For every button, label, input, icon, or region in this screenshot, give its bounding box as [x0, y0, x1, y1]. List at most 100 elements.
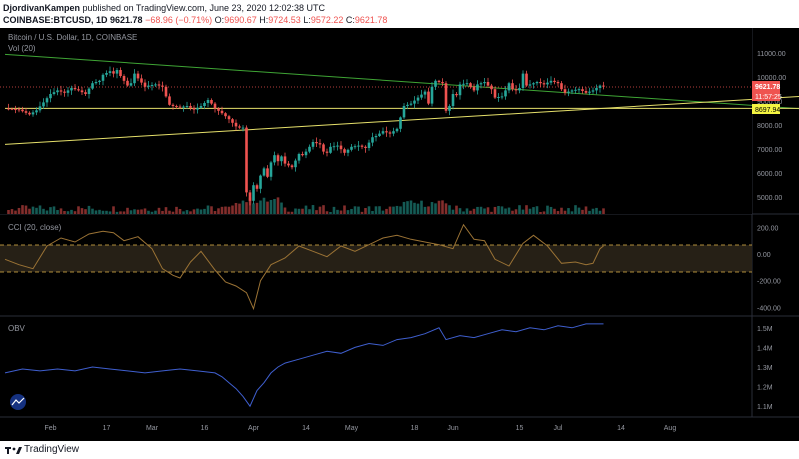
candle-body [287, 163, 290, 166]
volume-bar [479, 206, 483, 214]
volume-bar [339, 210, 343, 214]
volume-bar [409, 200, 413, 214]
volume-bar [553, 208, 556, 214]
candle-body [42, 102, 45, 107]
volume-bar [266, 201, 269, 214]
candle-body [133, 73, 136, 84]
volume-bar [217, 208, 220, 214]
volume-bar [357, 206, 360, 214]
obv-tick-label: 1.1M [757, 404, 773, 411]
candle-body [185, 106, 189, 107]
volume-bar [248, 197, 252, 214]
volume-bar [24, 205, 28, 214]
candle-body [262, 168, 266, 176]
volume-bar [238, 203, 241, 214]
volume-bar [252, 203, 255, 214]
tv-watermark[interactable] [10, 394, 26, 410]
volume-bar [105, 210, 108, 214]
candle-body [430, 86, 434, 104]
time-axis[interactable]: Feb 17 Mar 16 Apr 14 May 18 Jun 15 Jul 14 Aug [44, 425, 676, 432]
author[interactable]: DjordivanKampen [3, 3, 81, 13]
footer: TradingView [0, 441, 799, 459]
price-badge-bg [752, 81, 780, 91]
candle-body [136, 73, 140, 79]
volume-bar [35, 207, 38, 214]
candle-body [574, 89, 577, 91]
volume-bar [136, 209, 140, 214]
volume-bar [416, 203, 420, 214]
tradingview-logo-icon[interactable] [4, 445, 24, 455]
volume-bar [602, 208, 605, 214]
candle-body [556, 82, 560, 84]
candle-body [339, 145, 343, 150]
candle-body [63, 91, 66, 93]
cci-pane[interactable]: CCI (20, close) -400.00 -200.00 0.00 200.00 [0, 223, 781, 312]
volume-bar [140, 209, 143, 214]
volume-bar [178, 208, 182, 214]
price-tick-label: 11000.00 [757, 51, 786, 58]
volume-bar [56, 210, 59, 214]
volume-bar [101, 210, 105, 214]
volume-bar [122, 211, 126, 214]
candle-body [112, 71, 115, 74]
volume-bar [542, 211, 546, 214]
candle-body [108, 71, 112, 73]
candle-body [336, 145, 339, 147]
chart-area[interactable]: Bitcoin / U.S. Dollar, 1D, COINBASE Vol … [0, 28, 799, 441]
volume-bar [112, 206, 115, 214]
candle-body [542, 83, 546, 85]
volume-bar [161, 210, 164, 214]
candle-body [154, 84, 157, 86]
countdown-badge-bg [752, 91, 780, 101]
volume-bar [395, 205, 399, 214]
obv-pane[interactable]: OBV 1.1M 1.2M 1.3M 1.4M 1.5M [4, 323, 773, 411]
countdown-badge-text: 11:57:25 [755, 94, 782, 101]
volume-bar [10, 209, 14, 214]
volume-bar [378, 206, 381, 214]
candle-body [497, 97, 500, 98]
volume-bar [255, 202, 259, 214]
time-axis-label: 14 [617, 425, 625, 432]
candle-body [224, 113, 227, 117]
volume-bar [171, 211, 175, 214]
cci-title: CCI (20, close) [8, 223, 62, 232]
time-axis-label: Jun [447, 425, 458, 432]
volume-bar [381, 210, 385, 214]
candle-body [252, 185, 255, 201]
candle-body [66, 90, 70, 93]
volume-bar [143, 208, 147, 214]
candle-body [241, 127, 245, 129]
volume-bar [549, 206, 553, 214]
candle-body [178, 106, 182, 108]
candle-body [378, 133, 381, 136]
price-pane[interactable]: Bitcoin / U.S. Dollar, 1D, COINBASE Vol … [0, 28, 799, 214]
candle-body [129, 83, 133, 86]
footer-brand[interactable]: TradingView [24, 444, 80, 455]
ohlc-line: COINBASE:BTCUSD, 1D 9621.78 −68.96 (−0.7… [3, 15, 387, 25]
candle-body [581, 89, 584, 91]
chart-svg[interactable]: Bitcoin / U.S. Dollar, 1D, COINBASE Vol … [0, 28, 799, 441]
obv-tick-label: 1.5M [757, 326, 773, 333]
candle-body [17, 109, 21, 111]
volume-bar [437, 200, 441, 214]
candle-body [189, 106, 192, 108]
time-axis-label: 17 [103, 425, 111, 432]
candle-body [381, 131, 385, 134]
volume-bar [353, 206, 357, 214]
candle-body [35, 110, 38, 113]
candle-body [602, 85, 605, 87]
volume-bar [500, 206, 504, 214]
candle-body [427, 91, 430, 104]
candle-body [395, 128, 399, 132]
price-pane-bg[interactable] [0, 28, 752, 214]
time-axis-label: 15 [516, 425, 524, 432]
candle-body [479, 83, 483, 85]
volume-bar [273, 198, 276, 214]
volume-bar [168, 210, 171, 214]
cci-tick-label: 0.00 [757, 252, 771, 259]
candle-body [441, 82, 444, 84]
volume-bar [532, 207, 535, 214]
candle-body [255, 185, 259, 189]
volume-bar [504, 208, 507, 214]
time-axis-label: Feb [44, 425, 56, 432]
